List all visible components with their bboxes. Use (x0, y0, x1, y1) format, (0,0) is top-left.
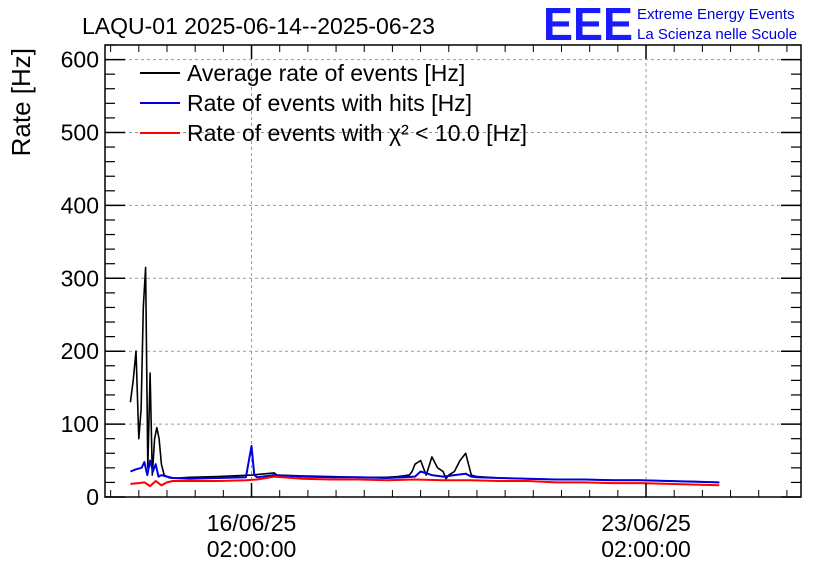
plot-border (104, 44, 802, 498)
logo-line1: Extreme Energy Events (637, 6, 795, 23)
legend: Average rate of events [Hz] Rate of event… (140, 60, 527, 146)
y-tick-label: 500 (61, 119, 99, 145)
plot-area (104, 44, 802, 498)
chart-title: LAQU-01 2025-06-14--2025-06-23 (82, 13, 435, 39)
x-tick-label-time: 02:00:00 (601, 536, 691, 562)
legend-label-2: Rate of events with hits [Hz] (187, 90, 472, 116)
series-layer (129, 266, 720, 488)
series-line-2 (130, 445, 720, 484)
y-tick-label: 400 (61, 192, 99, 218)
logo-line2: La Scienza nelle Scuole (637, 26, 797, 43)
x-tick-label-time: 02:00:00 (207, 536, 297, 562)
axes: 010020030040050060016/06/2502:00:0023/06… (61, 44, 801, 562)
eee-logo: EEE Extreme Energy Events La Scienza nel… (543, 0, 797, 50)
y-axis-label: Rate [Hz] (6, 48, 36, 156)
grid-lines (105, 45, 801, 497)
y-tick-label: 600 (61, 47, 99, 73)
legend-label-3: Rate of events with χ² < 10.0 [Hz] (187, 120, 527, 146)
logo-mark: EEE (543, 0, 633, 50)
y-tick-label: 100 (61, 411, 99, 437)
legend-label-1: Average rate of events [Hz] (187, 60, 465, 86)
y-tick-label: 0 (86, 484, 99, 510)
y-tick-label: 200 (61, 338, 99, 364)
x-tick-label-date: 23/06/25 (601, 510, 691, 536)
series-line-3 (130, 475, 720, 488)
y-tick-label: 300 (61, 265, 99, 291)
x-tick-label-date: 16/06/25 (207, 510, 297, 536)
